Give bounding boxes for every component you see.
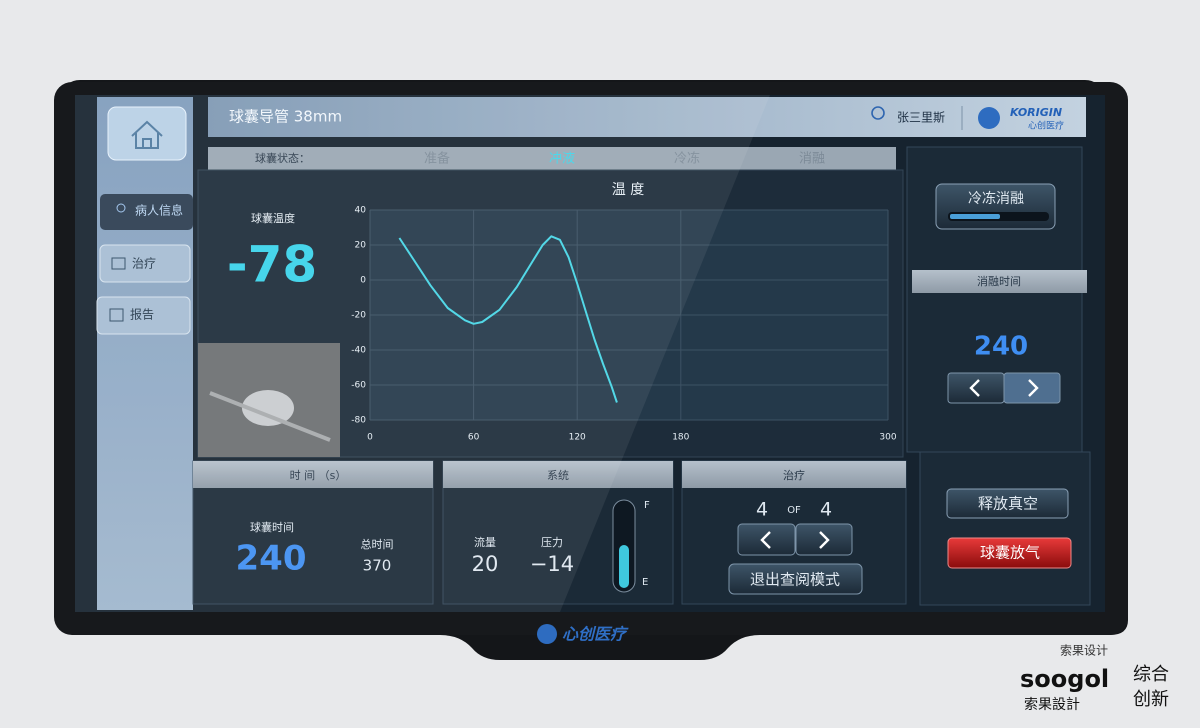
temp-value: -78 (227, 236, 317, 294)
brand-logo (978, 107, 1000, 129)
progress-fill (950, 214, 1000, 219)
sidebar (97, 97, 193, 610)
watermark: soogol (1020, 665, 1109, 693)
gauge-label: F (644, 500, 650, 511)
watermark: 索果设计 (1060, 644, 1108, 658)
nav-icon (109, 308, 124, 322)
arrow-icons (760, 531, 830, 549)
x-tick-label: 60 (468, 433, 480, 443)
watermark: 综合 (1133, 664, 1169, 685)
home-button[interactable] (107, 106, 187, 161)
status-step: 准备 (424, 151, 450, 167)
prev-button[interactable] (737, 523, 796, 556)
nav-tab[interactable] (96, 296, 191, 335)
prev-button[interactable] (947, 372, 1005, 404)
status-bar (208, 147, 896, 170)
nav-icon (116, 203, 126, 213)
balloon-time-value: 240 (236, 539, 307, 579)
panel-header (193, 461, 433, 488)
nav-label[interactable]: 病人信息 (135, 203, 183, 218)
deflate-button[interactable] (947, 537, 1072, 569)
watermark: 创新 (1133, 689, 1169, 710)
y-tick-label: -20 (351, 311, 366, 321)
panel-header (443, 461, 673, 488)
status-label: 球囊状态： (255, 151, 310, 165)
next-button[interactable] (1003, 372, 1061, 404)
treatment-of: OF (787, 505, 801, 516)
next-button[interactable] (795, 523, 853, 556)
panel-title: 消融时间 (977, 274, 1021, 288)
home-icon (131, 120, 163, 149)
action-panel (919, 451, 1091, 606)
glass-reflection (75, 95, 770, 612)
nav-label[interactable]: 治疗 (132, 257, 156, 271)
y-tick-label: 40 (355, 206, 367, 216)
bezel-logo: 心创医疗 (562, 625, 629, 644)
status-step: 冲液 (549, 152, 575, 167)
panel-title: 时 间 （s） (290, 469, 347, 482)
y-tick-label: -60 (351, 381, 366, 391)
bezel-logo-icon (537, 624, 557, 644)
total-time-label: 总时间 (361, 537, 394, 551)
flow-value: 20 (472, 552, 499, 576)
ablation-value: 240 (974, 332, 1028, 362)
panel-header (682, 461, 906, 488)
chart-title: 温 度 (612, 182, 644, 198)
user-icon (871, 106, 885, 120)
balloon-time-label: 球囊时间 (250, 520, 294, 534)
panel-title: 系统 (547, 469, 569, 482)
y-tick-label: -40 (351, 346, 366, 356)
treatment-current: 4 (756, 499, 768, 521)
pressure-label: 压力 (541, 536, 563, 549)
arrow-icons (969, 379, 1039, 397)
gauge-fill (619, 545, 629, 588)
header-bar (208, 97, 1086, 137)
treatment-total: 4 (820, 499, 832, 521)
nav-icon (111, 257, 126, 270)
gauge-label: E (642, 577, 648, 588)
exit-button[interactable] (728, 563, 863, 595)
mode-label[interactable]: 冷冻消融 (968, 190, 1024, 207)
x-tick-label: 0 (367, 433, 373, 443)
status-step: 消融 (799, 152, 825, 167)
nav-label[interactable]: 报告 (130, 307, 154, 322)
status-step: 冷冻 (674, 151, 700, 167)
exit-label[interactable]: 退出查阅模式 (750, 571, 840, 589)
catheter-line (209, 391, 331, 442)
total-time-value: 370 (363, 557, 392, 575)
pressure-value: −14 (530, 552, 574, 576)
y-tick-label: -80 (351, 416, 366, 426)
x-tick-label: 180 (672, 433, 689, 443)
flow-label: 流量 (474, 535, 496, 549)
balloon-shape (242, 390, 294, 426)
deflate-label[interactable]: 球囊放气 (980, 544, 1040, 562)
panel-title: 治疗 (783, 468, 805, 482)
user-name: 张三里斯 (897, 111, 945, 125)
header-title: 球囊导管 38mm (229, 108, 342, 126)
y-tick-label: 20 (355, 241, 367, 251)
y-tick-label: 0 (360, 276, 366, 286)
temp-label: 球囊温度 (251, 211, 295, 225)
release-label[interactable]: 释放真空 (978, 495, 1038, 513)
release-button[interactable] (946, 488, 1069, 519)
watermark: 索果設計 (1024, 696, 1080, 713)
nav-tab[interactable] (99, 244, 191, 283)
panel-header (912, 270, 1087, 293)
x-tick-label: 300 (879, 433, 896, 443)
x-tick-label: 120 (569, 433, 586, 443)
brand-cn: 心创医疗 (1028, 120, 1064, 132)
nav-tab-active[interactable] (100, 194, 193, 230)
brand-name: KORIGIN (1010, 106, 1062, 119)
temperature-line (398, 235, 618, 403)
